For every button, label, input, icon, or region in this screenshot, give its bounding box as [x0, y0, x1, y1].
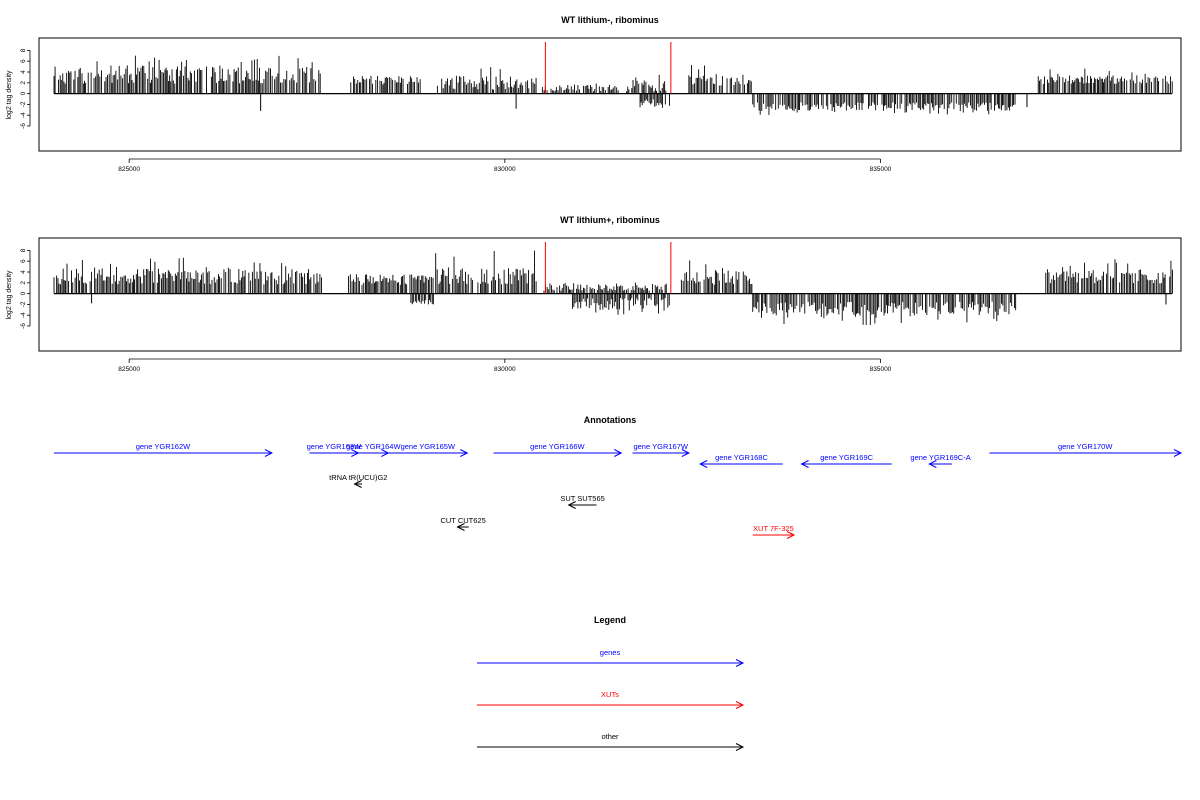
x-tick-label: 835000	[870, 166, 892, 173]
arrow-head	[735, 659, 745, 667]
feature-label: tRNA tR(UCU)G2	[329, 473, 387, 482]
legend: Legend genes XUTs other	[477, 615, 745, 751]
annotation-feature: XUT 7F-325	[752, 524, 796, 539]
arrow-head	[614, 449, 623, 457]
track-panel-lithium-minus: WT lithium-, ribominus log2 tag density …	[6, 15, 1182, 173]
annotation-feature: gene YGR170W	[989, 442, 1183, 457]
feature-label: gene YGR166W	[530, 442, 585, 451]
legend-items: genes XUTs other	[477, 648, 745, 751]
feature-label: gene YGR170W	[1058, 442, 1113, 451]
y-tick-label: -4	[20, 112, 27, 118]
x-tick-label: 825000	[118, 166, 140, 173]
y-tick-label: -2	[20, 301, 27, 307]
y-axis-label: log2 tag density	[6, 270, 13, 320]
y-tick-label: 6	[20, 59, 27, 63]
feature-label: gene YGR167W	[633, 442, 688, 451]
y-axis-label: log2 tag density	[6, 70, 13, 120]
y-tick-label: 4	[20, 270, 27, 274]
y-tick-label: 6	[20, 259, 27, 263]
feature-label: gene YGR163W	[307, 442, 362, 451]
feature-label: gene YGR168C	[715, 453, 768, 462]
x-tick-label: 830000	[494, 366, 516, 373]
legend-label: XUTs	[601, 690, 619, 699]
arrow-head	[786, 531, 796, 539]
feature-label: gene YGR165W	[401, 442, 456, 451]
axes: -6 -4 -2 0 2 4 6 8 825000 830000 835000	[20, 48, 892, 173]
legend-label: other	[601, 732, 619, 741]
arrow-head	[735, 743, 745, 751]
density-bars	[53, 242, 1173, 325]
track-panel-lithium-plus: WT lithium+, ribominus log2 tag density …	[6, 215, 1182, 373]
y-tick-label: 0	[20, 291, 27, 295]
axes: -6 -4 -2 0 2 4 6 8 825000 830000 835000	[20, 248, 892, 373]
annotation-track: Annotations gene YGR162W gene YGR163Wgene…	[54, 415, 1183, 539]
arrow-head	[800, 460, 809, 468]
legend-item: genes	[477, 648, 745, 667]
y-tick-label: 4	[20, 70, 27, 74]
y-tick-label: -2	[20, 101, 27, 107]
annotations-title: Annotations	[584, 415, 637, 425]
x-tick-label: 825000	[118, 366, 140, 373]
legend-title: Legend	[594, 615, 626, 625]
plot-frame	[38, 237, 1182, 352]
annotation-feature: gene YGR167W	[632, 442, 691, 457]
annotation-feature: gene YGR165W	[388, 442, 469, 457]
feature-label: gene YGR162W	[136, 442, 191, 451]
arrow-head	[460, 449, 469, 457]
annotation-feature: gene YGR166W	[493, 442, 623, 457]
y-tick-label: 8	[20, 48, 27, 52]
legend-item: other	[477, 732, 745, 751]
arrow-head	[264, 449, 274, 457]
annotation-feature: gene YGR162W	[54, 442, 274, 457]
x-tick-label: 830000	[494, 166, 516, 173]
annotation-feature: tRNA tR(UCU)G2	[329, 473, 387, 488]
x-tick-label: 835000	[870, 366, 892, 373]
feature-label: gene YGR164W	[346, 442, 401, 451]
annotation-feature: gene YGR168C	[699, 453, 783, 468]
arrow-head	[567, 501, 576, 509]
y-tick-label: 0	[20, 91, 27, 95]
arrow-head	[699, 460, 708, 468]
annotation-feature: gene YGR169C	[800, 453, 892, 468]
legend-label: genes	[600, 648, 621, 657]
y-tick-label: 2	[20, 81, 27, 85]
track-title: WT lithium-, ribominus	[561, 15, 659, 25]
annotation-feature: CUT CUT625	[440, 516, 486, 531]
feature-label: gene YGR169C-A	[910, 453, 970, 462]
feature-label: gene YGR169C	[820, 453, 873, 462]
arrow-head	[928, 460, 937, 468]
arrow-head	[456, 523, 465, 531]
y-tick-label: 8	[20, 248, 27, 252]
y-tick-label: -4	[20, 312, 27, 318]
y-tick-label: -6	[20, 123, 27, 129]
annotation-feature: gene YGR169C-A	[910, 453, 971, 468]
feature-label: SUT SUT565	[560, 494, 604, 503]
plot-frame	[38, 37, 1182, 152]
arrow-head	[1173, 449, 1183, 457]
annotation-feature: SUT SUT565	[560, 494, 605, 509]
feature-label: CUT CUT625	[440, 516, 485, 525]
legend-item: XUTs	[477, 690, 745, 709]
y-tick-label: 2	[20, 281, 27, 285]
arrow-head	[353, 480, 362, 488]
density-bars	[53, 42, 1173, 116]
y-tick-label: -6	[20, 323, 27, 329]
track-title: WT lithium+, ribominus	[560, 215, 660, 225]
arrow-head	[735, 701, 745, 709]
feature-label: XUT 7F-325	[753, 524, 794, 533]
arrow-head	[681, 449, 691, 457]
